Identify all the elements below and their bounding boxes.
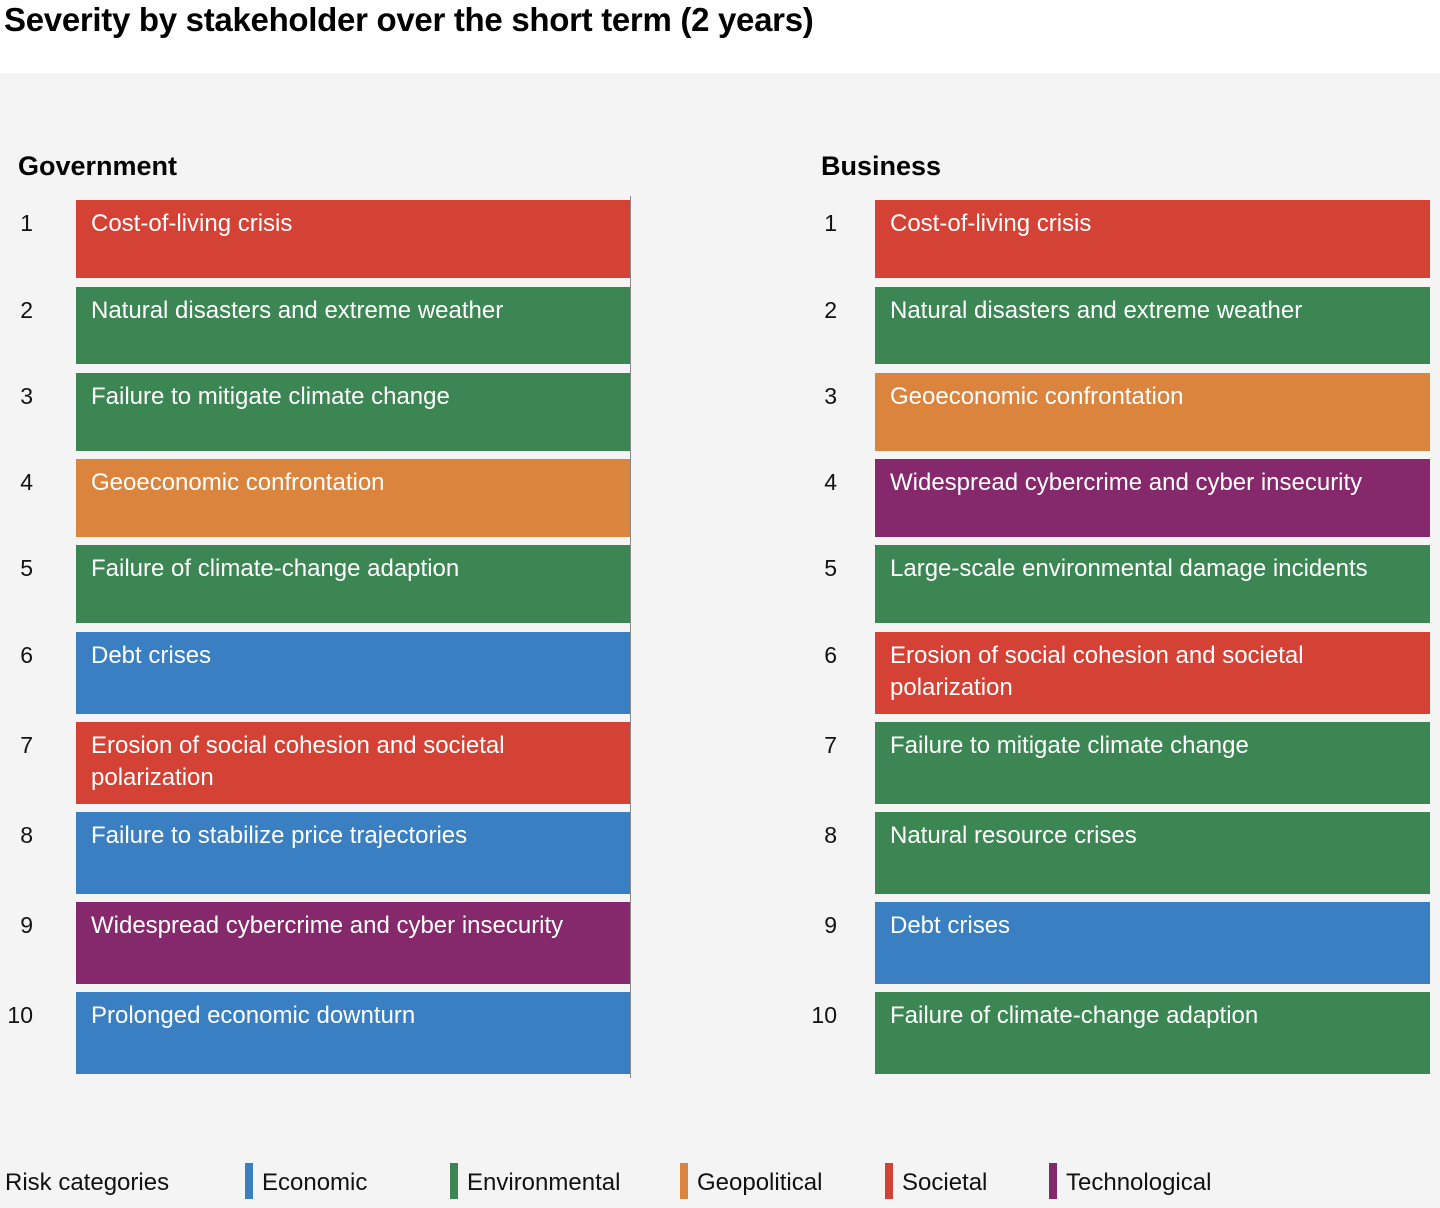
rank-number-business: 5 xyxy=(824,555,837,581)
risk-bar-business: Widespread cybercrime and cyber insecuri… xyxy=(875,459,1430,537)
rank-number-business: 2 xyxy=(824,297,837,323)
rank-number-government: 6 xyxy=(20,642,33,668)
rank-number-government: 2 xyxy=(20,297,33,323)
legend-swatch xyxy=(885,1163,893,1199)
page-title: Severity by stakeholder over the short t… xyxy=(4,1,814,38)
rank-number-government: 7 xyxy=(20,732,33,758)
risk-bar-government: Natural disasters and extreme weather xyxy=(76,287,630,364)
risk-bar-government: Widespread cybercrime and cyber insecuri… xyxy=(76,902,630,984)
risk-bar-government: Erosion of social cohesion and societal … xyxy=(76,722,630,804)
legend-swatch xyxy=(450,1163,458,1199)
risk-bar-business: Erosion of social cohesion and societal … xyxy=(875,632,1430,714)
rank-number-business: 1 xyxy=(824,210,837,236)
legend-text: Technological xyxy=(1066,1169,1212,1196)
risk-bar-business: Debt crises xyxy=(875,902,1430,984)
legend-swatch xyxy=(680,1163,688,1199)
risk-bar-business: Cost-of-living crisis xyxy=(875,200,1430,278)
rank-number-government: 1 xyxy=(20,210,33,236)
risk-bar-business: Natural disasters and extreme weather xyxy=(875,287,1430,364)
legend-text: Environmental xyxy=(467,1169,621,1196)
rank-number-government: 10 xyxy=(7,1002,33,1028)
risk-bar-government: Failure to stabilize price trajectories xyxy=(76,812,630,894)
rank-number-business: 6 xyxy=(824,642,837,668)
risk-bar-government: Failure of climate-change adaption xyxy=(76,545,630,623)
column-divider xyxy=(630,196,631,1078)
risk-bar-business: Geoeconomic confrontation xyxy=(875,373,1430,451)
rank-number-business: 4 xyxy=(824,469,837,495)
legend-swatch xyxy=(245,1163,253,1199)
risk-bar-government: Failure to mitigate climate change xyxy=(76,373,630,451)
column-heading-business: Business xyxy=(821,151,942,181)
legend-text: Societal xyxy=(902,1169,988,1196)
risk-bar-government: Prolonged economic downturn xyxy=(76,992,630,1074)
rank-number-government: 9 xyxy=(20,912,33,938)
risk-bar-business: Natural resource crises xyxy=(875,812,1430,894)
risk-bar-government: Geoeconomic confrontation xyxy=(76,459,630,537)
rank-number-business: 8 xyxy=(824,822,837,848)
legend-swatch xyxy=(1049,1163,1057,1199)
rank-number-business: 9 xyxy=(824,912,837,938)
rank-number-business: 3 xyxy=(824,383,837,409)
risk-bar-business: Failure of climate-change adaption xyxy=(875,992,1430,1074)
risk-bar-business: Large-scale environmental damage inciden… xyxy=(875,545,1430,623)
column-heading-government: Government xyxy=(18,151,178,181)
risk-bar-government: Cost-of-living crisis xyxy=(76,200,630,278)
legend-text: Geopolitical xyxy=(697,1169,823,1196)
rank-number-government: 8 xyxy=(20,822,33,848)
legend-label: Risk categories xyxy=(5,1169,170,1196)
rank-number-government: 4 xyxy=(20,469,33,495)
rank-number-government: 5 xyxy=(20,555,33,581)
risk-bar-government: Debt crises xyxy=(76,632,630,714)
rank-number-business: 7 xyxy=(824,732,837,758)
risk-bar-business: Failure to mitigate climate change xyxy=(875,722,1430,804)
legend-text: Economic xyxy=(262,1169,368,1196)
rank-number-government: 3 xyxy=(20,383,33,409)
rank-number-business: 10 xyxy=(811,1002,837,1028)
